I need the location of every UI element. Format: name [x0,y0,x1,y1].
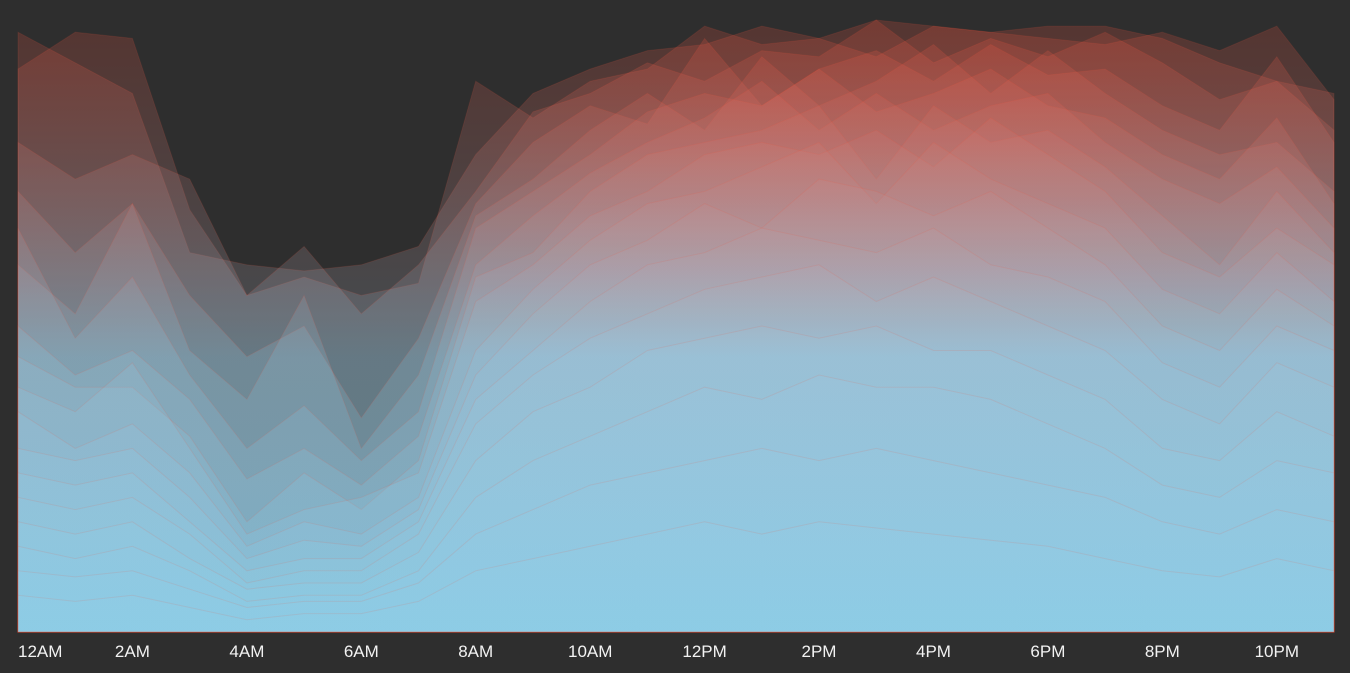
x-tick-label: 4PM [916,642,951,661]
x-tick-label: 2AM [115,642,150,661]
x-tick-label: 4AM [229,642,264,661]
x-tick-label: 8AM [458,642,493,661]
x-axis-ticks: 12AM 2AM 4AM 6AM 8AM 10AM 12PM 2PM 4PM 6PM 8PM 10PM [18,642,1299,661]
x-tick-label: 6PM [1030,642,1065,661]
x-tick-label: 8PM [1145,642,1180,661]
x-tick-label: 10PM [1255,642,1299,661]
x-tick-label: 6AM [344,642,379,661]
area-layers [17,19,1335,633]
x-tick-label: 2PM [802,642,837,661]
x-tick-label: 10AM [568,642,612,661]
x-tick-label: 12PM [682,642,726,661]
area-layer-17 [17,521,1335,633]
x-tick-label: 12AM [18,642,62,661]
